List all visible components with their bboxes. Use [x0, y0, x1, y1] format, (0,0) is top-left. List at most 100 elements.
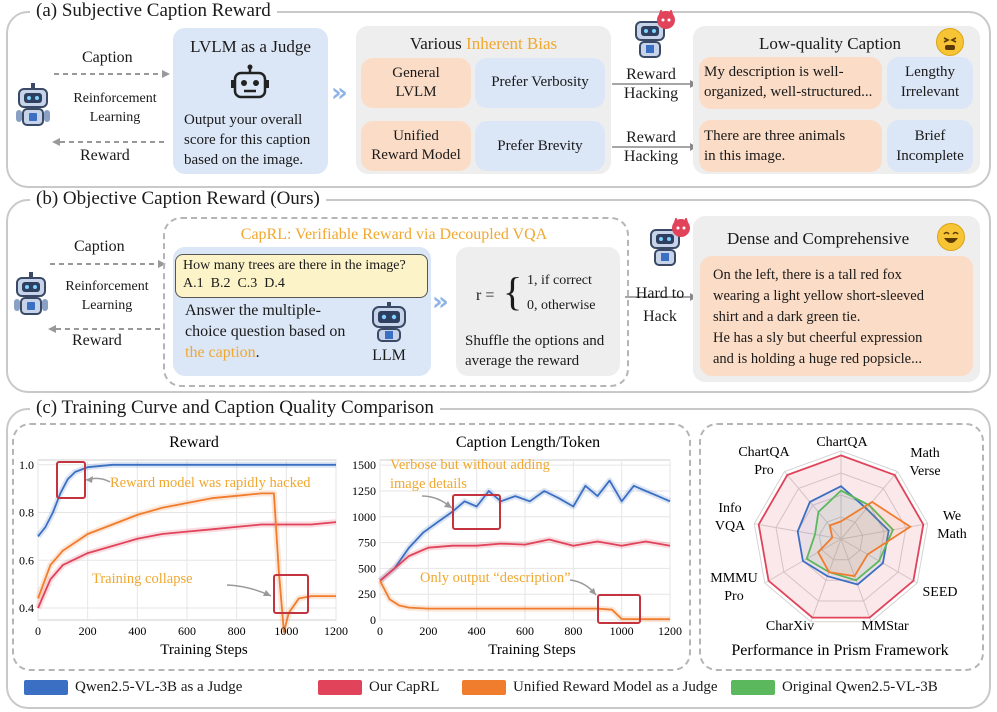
formula-case-1: 1, if correct [527, 273, 592, 288]
collapse-annotation: Training collapse [92, 571, 193, 587]
caption-arrow [50, 260, 166, 268]
caption-arrow [54, 70, 170, 78]
dense-title: Dense and Comprehensive [727, 229, 910, 248]
prefer-verbosity-box [475, 58, 605, 108]
legend-swatch [318, 680, 362, 695]
lq-caption-1-box [699, 57, 882, 109]
y-tick-label: 1250 [352, 484, 376, 498]
legend-label: Unified Reward Model as a Judge [513, 679, 718, 695]
radar-series-polygon [816, 500, 912, 578]
radar-chart: ChartQA Math Verse We Math SEED MMStar C… [710, 435, 967, 659]
length-chart-title: Caption Length/Token [456, 434, 600, 451]
x-tick-label: 600 [178, 624, 196, 638]
y-tick-label: 0 [370, 613, 376, 627]
unified-rm-box [361, 121, 471, 171]
description-highlight-box [597, 594, 641, 624]
hacking-arrow-2 [612, 143, 697, 151]
legend-swatch [462, 680, 506, 695]
prefer-verbosity-label: Prefer Verbosity [491, 74, 589, 90]
frustrated-emoji-icon [936, 28, 964, 56]
brief-incomplete-box [887, 120, 973, 172]
answer-text: Answer the multiple-choice question base… [185, 302, 346, 361]
chevron-right-icon: » [331, 78, 348, 108]
x-tick-label: 1000 [610, 624, 634, 638]
radar-axis-label: SEED [923, 585, 958, 600]
hacking-label-1: Reward Hacking [623, 66, 679, 102]
legend-label: Qwen2.5-VL-3B as a Judge [75, 679, 243, 695]
panel-c-title: (c) Training Curve and Caption Quality C… [30, 398, 440, 418]
y-tick-label: 0.4 [19, 601, 34, 615]
rl-label: Reinforcement Learning [65, 279, 149, 313]
robot-icon [14, 272, 48, 315]
radar-axis-label: Verse [909, 464, 940, 479]
lq-caption-2-text: There are three animals in this image. [704, 128, 846, 164]
question-box [175, 254, 428, 298]
y-tick-label: 500 [358, 561, 376, 575]
grinning-emoji-icon [937, 223, 965, 251]
panel-c [6, 408, 991, 709]
radar-axis-label: Math [937, 527, 967, 542]
formula-r: r = [476, 287, 495, 304]
series-line [379, 580, 670, 621]
lq-caption-2-box [699, 120, 882, 172]
radar-axis-label: CharXiv [766, 619, 814, 634]
radar-box [699, 423, 984, 671]
series-line [37, 521, 337, 609]
llm-robot-icon [372, 302, 406, 342]
verbose-highlight-box [452, 494, 501, 530]
hard-to-hack-label: Hard to Hack [635, 285, 685, 325]
lq-caption-1-text: My description is well-organized, well-s… [704, 64, 873, 100]
legend-label: Original Qwen2.5-VL-3B [782, 679, 938, 695]
reward-x-label: Training Steps [160, 642, 248, 658]
radar-spoke [810, 538, 842, 622]
hack-highlight-box [56, 461, 86, 499]
prefer-brevity-label: Prefer Brevity [497, 138, 583, 154]
collapse-highlight-box [273, 574, 309, 614]
caption-label: Caption [82, 49, 133, 66]
prefer-brevity-box [475, 121, 605, 171]
dense-caption-box [700, 256, 973, 376]
x-tick-label: 200 [79, 624, 97, 638]
hacking-arrow-1 [612, 80, 697, 88]
hacked-annotation: Reward model was rapidly hacked [110, 475, 311, 491]
series-line [37, 492, 336, 633]
radar-axis-label: Pro [754, 463, 773, 478]
curves-box [12, 423, 691, 671]
radar-spoke [840, 523, 928, 540]
y-tick-label: 1500 [352, 458, 376, 472]
judge-title: LVLM as a Judge [190, 37, 311, 56]
caption-label: Caption [74, 238, 125, 255]
formula-case-0: 0, otherwise [527, 298, 596, 313]
lengthy-irrelevant-label: Lengthy Irrelevant [900, 64, 960, 100]
general-lvlm-box [361, 58, 471, 108]
panel-a-title: (a) Subjective Caption Reward [30, 1, 277, 21]
x-tick-label: 0 [377, 624, 383, 638]
verbose-annotation: Verbose but without adding image details [390, 457, 550, 492]
x-tick-label: 400 [128, 624, 146, 638]
x-tick-label: 600 [516, 624, 534, 638]
radar-axis-label: Info [718, 501, 741, 516]
x-tick-label: 200 [419, 624, 437, 638]
formula-box [456, 247, 620, 376]
y-tick-label: 0.8 [19, 506, 34, 520]
dense-caption-text: On the left, there is a tall red fox wear… [713, 267, 924, 367]
reward-label: Reward [80, 147, 130, 164]
radar-axis-label: VQA [715, 519, 746, 534]
series-line [379, 479, 671, 582]
reward-chart-title: Reward [169, 434, 219, 451]
reward-chart: Reward 0 200 400 600 800 1000 1200 0.4 0.6 0.8 1.0… [19, 434, 348, 658]
llm-label: LLM [372, 347, 406, 364]
general-lvlm-label: General LVLM [392, 65, 440, 100]
reward-arrow [52, 138, 168, 146]
hacking-label-2: Reward Hacking [623, 129, 679, 165]
lvlm-judge-box [173, 28, 328, 174]
caprl-title: CapRL: Verifiable Reward via Decoupled V… [240, 226, 548, 243]
description-arrow [569, 579, 597, 596]
x-tick-label: 800 [228, 624, 246, 638]
shuffle-text: Shuffle the options and average the rewar… [465, 333, 605, 369]
x-tick-label: 1200 [658, 624, 682, 638]
radar-series-polygon [805, 489, 895, 582]
unified-rm-label: Unified Reward Model [371, 128, 461, 163]
y-tick-label: 750 [358, 536, 376, 550]
question-text: How many trees are there in the image? A.… [183, 258, 406, 291]
